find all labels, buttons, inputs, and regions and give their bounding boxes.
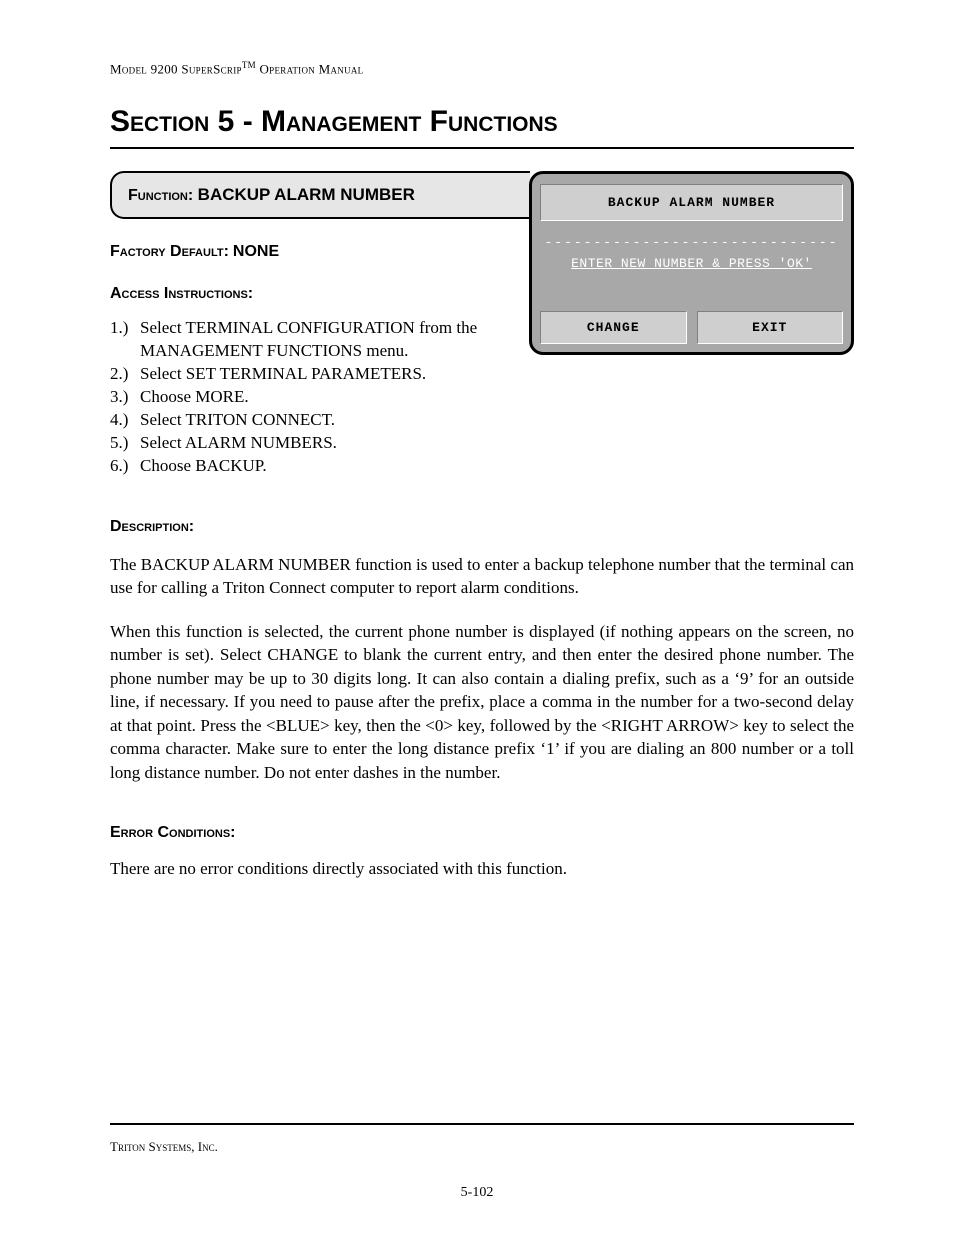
step-text: Choose BACKUP. bbox=[140, 455, 267, 478]
step-num: 3.) bbox=[110, 386, 140, 409]
access-instructions-label: Access Instructions: bbox=[110, 285, 530, 303]
top-block: Function: BACKUP ALARM NUMBER Factory De… bbox=[110, 171, 854, 478]
terminal-change-button[interactable]: CHANGE bbox=[540, 311, 687, 344]
terminal-screenshot: BACKUP ALARM NUMBER --------------------… bbox=[529, 171, 854, 355]
section-title: Section 5 - Management Functions bbox=[110, 105, 854, 139]
running-header-model: Model 9200 SuperScrip bbox=[110, 61, 242, 76]
footer-rule bbox=[110, 1123, 854, 1125]
terminal-input-line: ------------------------------ bbox=[540, 235, 843, 250]
step-5: 5.)Select ALARM NUMBERS. bbox=[110, 432, 530, 455]
footer-company: Triton Systems, Inc. bbox=[110, 1139, 218, 1155]
step-text: Select ALARM NUMBERS. bbox=[140, 432, 337, 455]
terminal-instruction: ENTER NEW NUMBER & PRESS 'OK' bbox=[540, 256, 843, 271]
step-4: 4.)Select TRITON CONNECT. bbox=[110, 409, 530, 432]
function-box: Function: BACKUP ALARM NUMBER bbox=[110, 171, 530, 219]
terminal-title: BACKUP ALARM NUMBER bbox=[540, 184, 843, 221]
step-text: Select TRITON CONNECT. bbox=[140, 409, 335, 432]
terminal-exit-button[interactable]: EXIT bbox=[697, 311, 844, 344]
factory-default-line: Factory Default: NONE bbox=[110, 243, 530, 261]
terminal-button-row: CHANGE EXIT bbox=[540, 311, 843, 344]
function-name: BACKUP ALARM NUMBER bbox=[198, 185, 415, 204]
trademark: TM bbox=[242, 60, 256, 70]
error-conditions-text: There are no error conditions directly a… bbox=[110, 859, 854, 879]
factory-default-value: NONE bbox=[233, 243, 279, 260]
step-1: 1.)Select TERMINAL CONFIGURATION from th… bbox=[110, 317, 530, 363]
step-num: 4.) bbox=[110, 409, 140, 432]
step-num: 5.) bbox=[110, 432, 140, 455]
error-conditions-label: Error Conditions: bbox=[110, 824, 854, 842]
step-text: Select SET TERMINAL PARAMETERS. bbox=[140, 363, 426, 386]
title-rule bbox=[110, 147, 854, 149]
step-6: 6.)Choose BACKUP. bbox=[110, 455, 530, 478]
step-3: 3.)Choose MORE. bbox=[110, 386, 530, 409]
step-num: 2.) bbox=[110, 363, 140, 386]
description-label: Description: bbox=[110, 518, 854, 536]
running-header-tail: Operation Manual bbox=[256, 61, 364, 76]
step-num: 6.) bbox=[110, 455, 140, 478]
page: Model 9200 SuperScripTM Operation Manual… bbox=[0, 0, 954, 1235]
step-text: Select TERMINAL CONFIGURATION from the M… bbox=[140, 317, 530, 363]
description-paragraph-2: When this function is selected, the curr… bbox=[110, 620, 854, 784]
step-num: 1.) bbox=[110, 317, 140, 363]
step-text: Choose MORE. bbox=[140, 386, 249, 409]
running-header: Model 9200 SuperScripTM Operation Manual bbox=[110, 60, 854, 77]
function-label: Function: bbox=[128, 187, 193, 204]
step-2: 2.)Select SET TERMINAL PARAMETERS. bbox=[110, 363, 530, 386]
factory-default-label: Factory Default: bbox=[110, 243, 229, 260]
access-steps: 1.)Select TERMINAL CONFIGURATION from th… bbox=[110, 317, 530, 478]
footer-page-number: 5-102 bbox=[0, 1185, 954, 1201]
left-column: Function: BACKUP ALARM NUMBER Factory De… bbox=[110, 171, 530, 478]
description-paragraph-1: The BACKUP ALARM NUMBER function is used… bbox=[110, 553, 854, 600]
